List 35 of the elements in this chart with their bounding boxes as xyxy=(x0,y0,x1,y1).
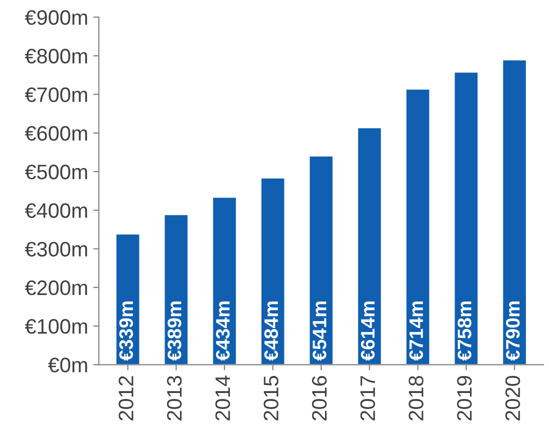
data-label: €758m xyxy=(458,301,472,361)
bar xyxy=(453,71,479,365)
x-tick-label: 2014 xyxy=(215,376,230,420)
x-tick-label: 2018 xyxy=(408,376,424,420)
data-label: €790m xyxy=(506,301,520,361)
bar xyxy=(405,88,431,365)
x-tick-label: 2013 xyxy=(166,376,182,420)
y-tick-label: €100m xyxy=(24,319,88,334)
x-tick-label: 2020 xyxy=(505,376,520,420)
data-label: €339m xyxy=(119,301,134,361)
y-tick-label: €600m xyxy=(24,126,88,141)
y-tick-label: €500m xyxy=(24,164,88,180)
x-tick-label: 2019 xyxy=(457,376,472,420)
bar xyxy=(212,196,238,365)
bar xyxy=(260,177,286,365)
data-label: €434m xyxy=(216,301,230,361)
bar xyxy=(308,155,334,365)
data-label: €614m xyxy=(360,301,375,361)
y-tick-label: €900m xyxy=(24,10,88,25)
bar xyxy=(502,58,528,365)
y-tick-label: €300m xyxy=(24,242,88,257)
bar xyxy=(356,126,382,365)
x-tick-label: 2015 xyxy=(264,376,278,420)
data-label: €389m xyxy=(168,301,182,361)
x-tick-label: 2017 xyxy=(360,376,376,420)
x-tick-label: 2012 xyxy=(118,376,134,420)
data-label: €714m xyxy=(409,301,424,361)
y-tick-label: €400m xyxy=(24,203,88,218)
x-tick-label: 2016 xyxy=(312,376,327,420)
y-tick-label: €800m xyxy=(24,48,88,64)
y-tick-label: €200m xyxy=(24,280,88,296)
data-label: €484m xyxy=(264,301,278,361)
y-tick-label: €0m xyxy=(48,358,88,372)
y-tick-label: €700m xyxy=(24,87,88,102)
data-label: €541m xyxy=(312,301,326,361)
